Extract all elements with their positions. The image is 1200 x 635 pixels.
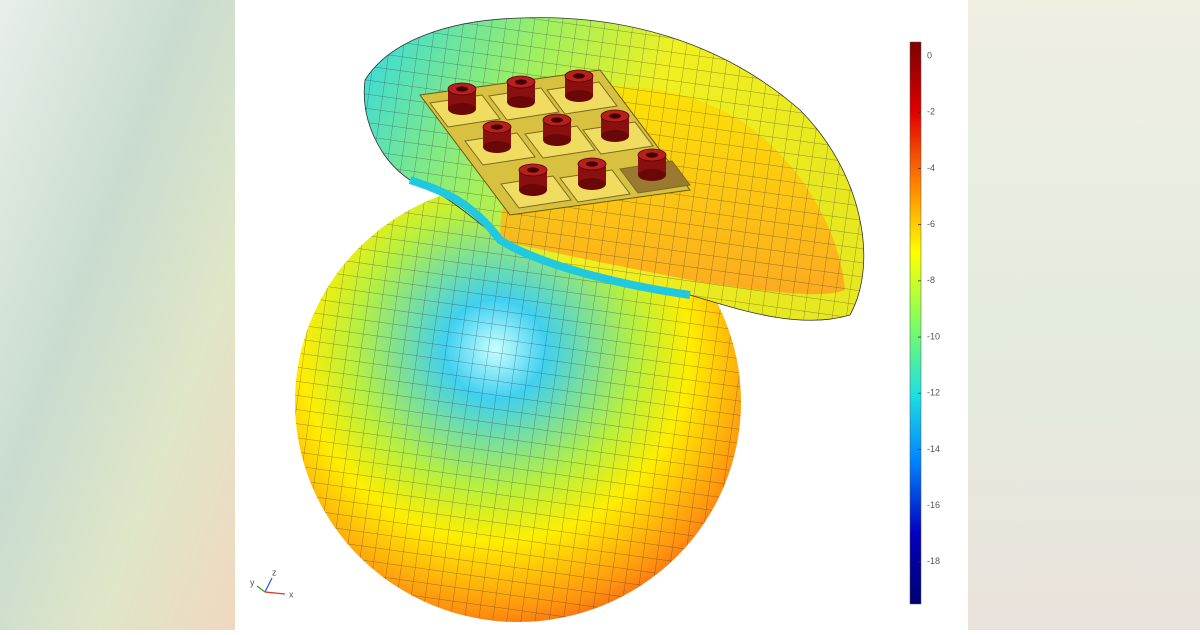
feed-hole: [609, 113, 621, 119]
tick-label: -4: [927, 163, 935, 173]
tick-label: -2: [927, 107, 935, 117]
feed-base: [565, 90, 593, 102]
feed-hole: [586, 161, 598, 167]
feed-base: [578, 178, 606, 190]
tick-label: -16: [927, 500, 940, 510]
tick-label: -10: [927, 331, 940, 341]
axis-label: x: [289, 589, 294, 599]
feed-base: [601, 130, 629, 142]
tick-label: 0: [927, 50, 932, 60]
tick-label: -12: [927, 388, 940, 398]
feed-base: [448, 103, 476, 115]
feed-hole: [527, 167, 539, 173]
feed-hole: [646, 152, 658, 158]
axis-label: y: [250, 577, 255, 587]
feed-base: [638, 169, 666, 181]
feed-hole: [456, 86, 468, 92]
tick-label: -14: [927, 444, 940, 454]
feed-base: [507, 96, 535, 108]
axes-triad: x y z: [250, 567, 294, 599]
left-backdrop: [0, 0, 235, 630]
tick-label: -6: [927, 219, 935, 229]
feed-hole: [491, 124, 503, 130]
colorbar-ticks: 0 -2 -4 -6 -8 -10 -12 -14 -16 -18: [918, 50, 940, 566]
colorbar: [909, 41, 922, 605]
feed-hole: [573, 73, 585, 79]
tick-label: -8: [927, 275, 935, 285]
right-backdrop: [968, 0, 1200, 630]
antenna-array: [419, 69, 691, 216]
axis-label: z: [272, 567, 277, 577]
feed-base: [519, 184, 547, 196]
radiation-pattern: [295, 17, 865, 622]
feed-base: [483, 141, 511, 153]
tick-label: -18: [927, 556, 940, 566]
feed-base: [543, 134, 571, 146]
feed-hole: [515, 79, 527, 85]
feed-hole: [551, 117, 563, 123]
